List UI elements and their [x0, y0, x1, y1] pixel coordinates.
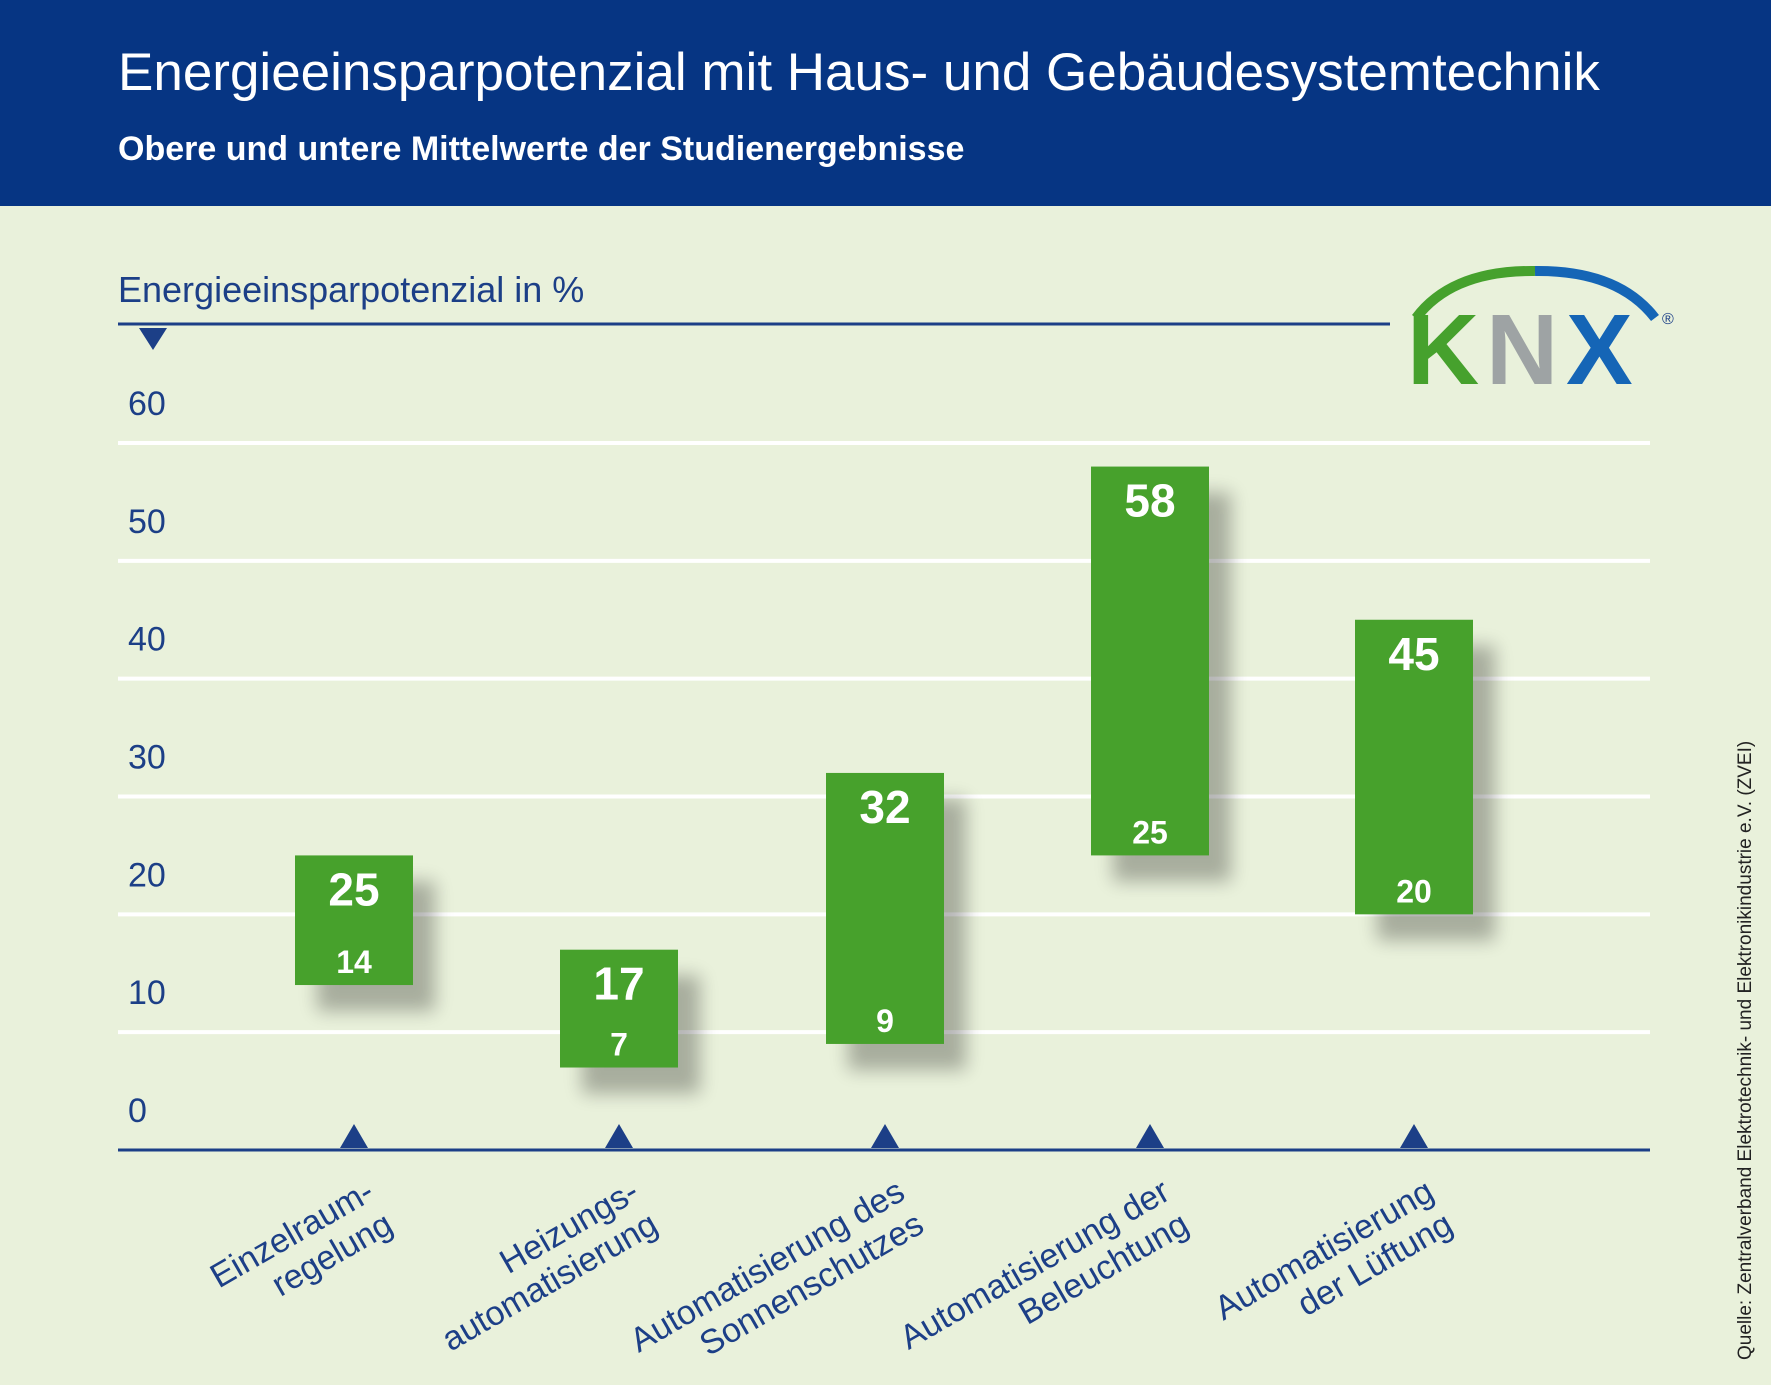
y-tick-label: 40	[128, 621, 166, 659]
logo-letter-k: K	[1407, 294, 1479, 406]
x-categories: Einzelraum-regelung Heizungs-automatisier…	[204, 1124, 1459, 1364]
chart-title: Energieeinsparpotenzial mit Haus- und Ge…	[118, 43, 1600, 102]
source-note: Quelle: Zentralverband Elektrotechnik- u…	[1735, 741, 1756, 1360]
y-tick-label: 50	[128, 503, 166, 541]
bar-high-label: 45	[1388, 628, 1439, 680]
bars: 25 14 17 7 32 9 58 25 45 20	[295, 466, 1473, 1068]
bar-high-label: 32	[859, 781, 910, 833]
logo-arc-green	[1412, 265, 1536, 322]
bar-high-label: 58	[1124, 475, 1175, 527]
x-tick-marker-icon	[1136, 1124, 1164, 1148]
y-ticks: 0 10 20 30 40 50 60	[128, 385, 166, 1130]
bar	[560, 949, 678, 1068]
bar	[295, 855, 413, 986]
x-category-label: Einzelraum-regelung	[204, 1172, 399, 1304]
logo-arc-blue	[1534, 265, 1659, 322]
header-banner: Energieeinsparpotenzial mit Haus- und Ge…	[0, 0, 1771, 206]
x-tick-marker-icon	[605, 1124, 633, 1148]
y-tick-label: 0	[128, 1092, 147, 1130]
y-tick-label: 60	[128, 385, 166, 423]
bar-low-label: 20	[1396, 873, 1432, 909]
knx-logo: K N X ®	[1407, 265, 1674, 406]
bar	[1091, 466, 1209, 856]
logo-letter-n: N	[1486, 294, 1558, 406]
y-axis-marker-icon	[139, 328, 167, 350]
bar	[1355, 619, 1473, 915]
logo-letter-x: X	[1566, 294, 1633, 406]
y-tick-label: 10	[128, 974, 166, 1012]
x-tick-marker-icon	[871, 1124, 899, 1148]
y-axis-label: Energieeinsparpotenzial in %	[118, 269, 584, 310]
bar-low-label: 14	[336, 944, 372, 980]
logo-registered-mark: ®	[1662, 311, 1674, 328]
bar	[826, 772, 944, 1044]
bar-high-label: 17	[593, 958, 644, 1010]
y-tick-label: 30	[128, 739, 166, 777]
x-tick-marker-icon	[340, 1124, 368, 1148]
bar-low-label: 9	[876, 1003, 894, 1039]
bar-low-label: 25	[1132, 814, 1168, 850]
chart-subtitle: Obere und untere Mittelwerte der Studien…	[118, 130, 965, 168]
x-tick-marker-icon	[1400, 1124, 1428, 1148]
y-tick-label: 20	[128, 856, 166, 894]
bar-low-label: 7	[610, 1027, 628, 1063]
bar-high-label: 25	[328, 863, 379, 915]
